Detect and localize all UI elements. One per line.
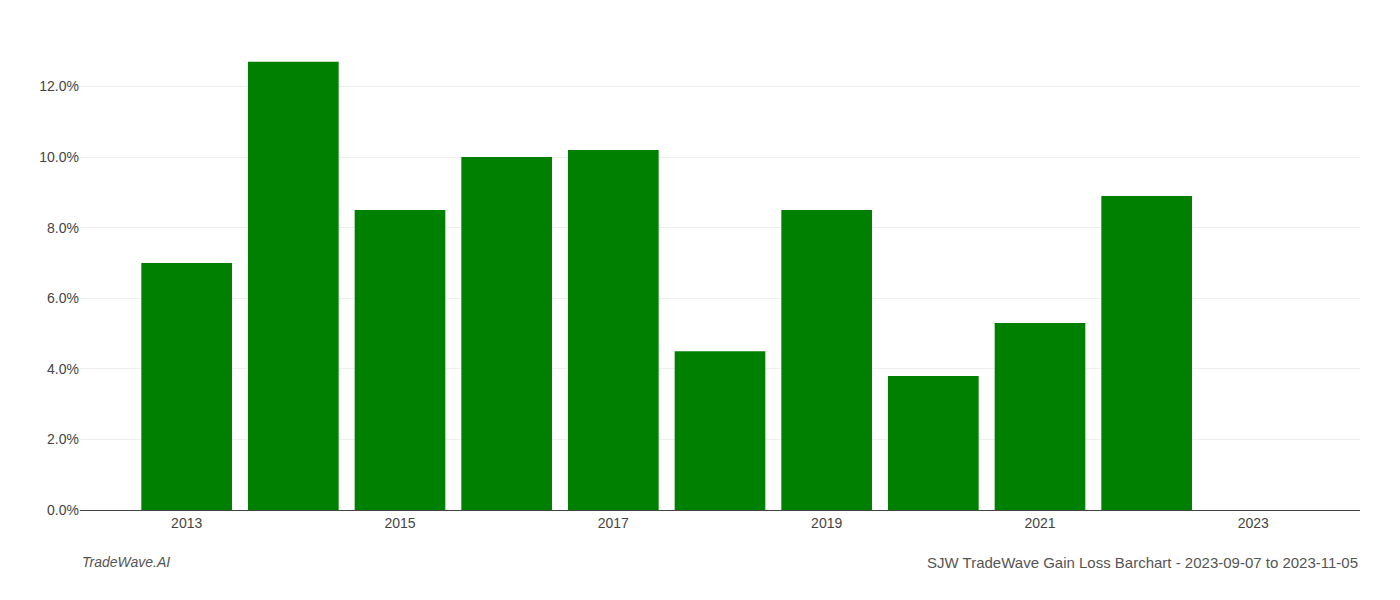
svg-text:2023: 2023 xyxy=(1238,515,1269,531)
svg-text:TradeWave.AI: TradeWave.AI xyxy=(82,554,170,570)
svg-text:2015: 2015 xyxy=(384,515,415,531)
svg-text:0.0%: 0.0% xyxy=(47,502,79,518)
svg-text:2017: 2017 xyxy=(598,515,629,531)
svg-text:10.0%: 10.0% xyxy=(39,149,79,165)
svg-text:2013: 2013 xyxy=(171,515,202,531)
svg-text:SJW TradeWave Gain Loss Barcha: SJW TradeWave Gain Loss Barchart - 2023-… xyxy=(927,554,1358,571)
svg-text:2.0%: 2.0% xyxy=(47,431,79,447)
svg-text:2019: 2019 xyxy=(811,515,842,531)
svg-text:8.0%: 8.0% xyxy=(47,220,79,236)
svg-text:4.0%: 4.0% xyxy=(47,361,79,377)
svg-text:6.0%: 6.0% xyxy=(47,290,79,306)
svg-text:2021: 2021 xyxy=(1024,515,1055,531)
svg-text:12.0%: 12.0% xyxy=(39,78,79,94)
